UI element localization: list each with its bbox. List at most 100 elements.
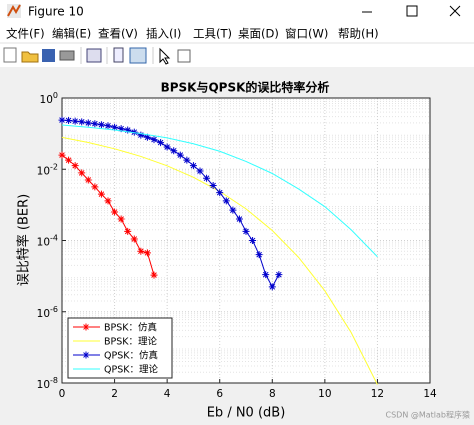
menu-item[interactable]: 桌面(D) xyxy=(238,27,279,41)
marker xyxy=(163,143,171,151)
plot: 0 2 4 6 8 10 12 1410-810-610-410-2100BPSK：仿真BPS… xyxy=(37,91,437,401)
marker xyxy=(104,197,112,205)
marker xyxy=(65,116,73,124)
marker xyxy=(104,122,112,130)
y-axis-label: 误比特率 (BER) xyxy=(16,194,32,286)
y-tick-label: 10-4 xyxy=(37,233,58,249)
marker xyxy=(117,215,125,223)
maximize-button[interactable] xyxy=(406,5,418,17)
watermark: CSDN @Matlab程序猿 xyxy=(386,410,471,420)
marker xyxy=(71,162,79,170)
marker xyxy=(58,116,66,124)
legend-label: QPSK：理论 xyxy=(104,364,158,376)
save-button[interactable] xyxy=(42,49,55,62)
marker xyxy=(78,118,86,126)
marker xyxy=(170,147,178,155)
x-tick-label: 0 xyxy=(59,388,66,400)
marker xyxy=(137,247,145,255)
menu-item[interactable]: 工具(T) xyxy=(193,27,232,41)
marker xyxy=(255,251,263,259)
new-button[interactable] xyxy=(3,47,17,63)
marker xyxy=(130,235,138,243)
marker xyxy=(71,117,79,125)
toolbar xyxy=(3,47,191,65)
marker xyxy=(91,120,99,128)
x-tick-label: 12 xyxy=(371,388,384,400)
x-tick-label: 6 xyxy=(216,388,223,400)
marker xyxy=(111,208,119,216)
marker xyxy=(242,227,250,235)
menu-item[interactable]: 查看(V) xyxy=(98,27,138,41)
marker xyxy=(157,139,165,147)
window-title: Figure 10 xyxy=(28,5,84,19)
marker xyxy=(229,206,237,214)
x-tick-label: 2 xyxy=(111,388,118,400)
x-axis-label: Eb / N0 (dB) xyxy=(207,406,286,421)
marker xyxy=(150,271,158,279)
axes-box xyxy=(61,97,431,384)
marker xyxy=(143,133,151,141)
x-tick-label: 8 xyxy=(269,388,276,400)
marker xyxy=(124,227,132,235)
link-button[interactable] xyxy=(86,48,102,63)
marker xyxy=(189,162,197,170)
y-tick-label: 10-2 xyxy=(37,162,58,178)
y-tick-label: 100 xyxy=(40,91,58,107)
legend-label: BPSK：理论 xyxy=(104,336,158,348)
menu-item[interactable]: 帮助(H) xyxy=(338,27,379,41)
marker xyxy=(111,123,119,131)
marker xyxy=(183,156,191,164)
marker xyxy=(78,169,86,177)
edit-button[interactable] xyxy=(159,47,171,65)
marker xyxy=(97,121,105,129)
open-button[interactable] xyxy=(21,51,39,63)
marker xyxy=(235,215,243,223)
marker xyxy=(82,323,90,331)
marker xyxy=(196,167,204,175)
series-line xyxy=(61,124,378,258)
marker xyxy=(97,190,105,198)
legend: BPSK：仿真 BPSK：理论 QPSK：仿真 QPSK：理论 xyxy=(67,317,173,379)
x-tick-label: 14 xyxy=(423,388,437,400)
legend-label: QPSK：仿真 xyxy=(104,350,158,362)
marker xyxy=(58,151,66,159)
x-tick-label: 4 xyxy=(164,388,171,400)
menu-item[interactable]: 插入(I) xyxy=(146,27,181,41)
marker xyxy=(262,271,270,279)
marker xyxy=(249,237,257,244)
marker xyxy=(203,174,211,182)
marker xyxy=(65,156,73,164)
legend-label: BPSK：仿真 xyxy=(104,322,157,334)
x-tick-label: 10 xyxy=(318,388,331,400)
menu-item[interactable]: 编辑(E) xyxy=(52,27,91,41)
marker xyxy=(84,119,92,127)
marker xyxy=(84,176,92,184)
y-tick-label: 10-8 xyxy=(37,376,58,392)
marker xyxy=(91,183,99,191)
marker xyxy=(130,128,138,136)
marker xyxy=(275,271,283,279)
marker xyxy=(268,283,276,291)
series-line xyxy=(61,119,280,288)
marker xyxy=(216,189,224,197)
chart-title: BPSK与QPSK的误比特率分析 xyxy=(161,80,330,95)
menu-item[interactable]: 文件(F) xyxy=(6,27,45,41)
close-button[interactable] xyxy=(449,5,461,17)
colorbar-button[interactable] xyxy=(113,47,124,63)
marker xyxy=(209,181,217,189)
marker xyxy=(222,197,230,205)
print-button[interactable] xyxy=(59,50,75,61)
marker xyxy=(176,151,184,159)
marker xyxy=(137,131,145,139)
marker xyxy=(82,351,90,359)
marker xyxy=(124,126,132,134)
menu-item[interactable]: 窗口(W) xyxy=(285,27,328,41)
app-icon xyxy=(7,4,21,18)
inspector-button[interactable] xyxy=(177,49,191,63)
y-tick-label: 10-6 xyxy=(37,304,58,320)
legend-button[interactable] xyxy=(129,47,147,64)
marker xyxy=(117,125,125,133)
menu-bar: 文件(F) 编辑(E) 查看(V) 插入(I) 工具(T) 桌面(D) 窗口(W) 帮助(H) xyxy=(6,27,379,41)
